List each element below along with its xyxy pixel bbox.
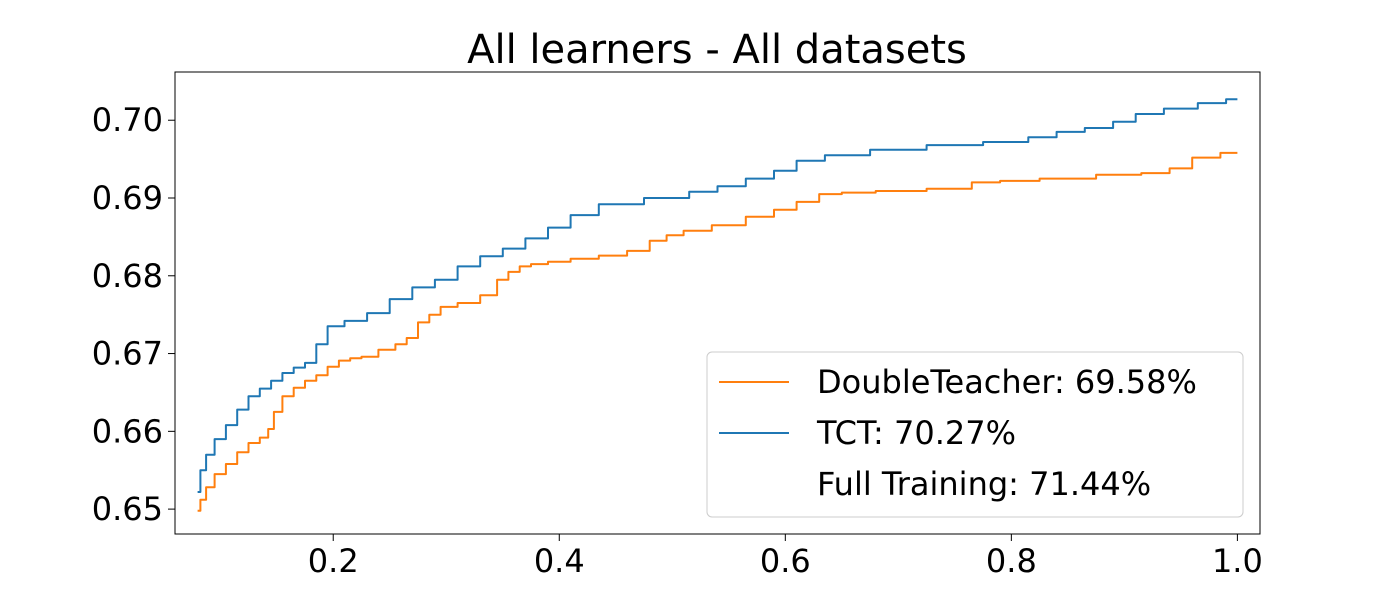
chart-title: All learners - All datasets [467, 27, 967, 73]
x-tick-label: 1.0 [1212, 542, 1263, 580]
y-tick-label: 0.68 [92, 257, 163, 295]
y-tick-label: 0.69 [92, 179, 163, 217]
doubleteacher-series-line [197, 151, 1238, 512]
x-tick-label: 0.8 [986, 542, 1037, 580]
y-axis: 0.65 0.66 0.67 0.68 0.69 0.70 [92, 101, 175, 528]
tct-legend-label: TCT: 70.27% [816, 414, 1016, 452]
x-tick-label: 0.6 [760, 542, 811, 580]
legend: DoubleTeacher: 69.58% TCT: 70.27% Full Tra… [706, 351, 1244, 518]
full-training-legend-label: Full Training: 71.44% [817, 465, 1151, 503]
y-tick-label: 0.70 [92, 101, 163, 139]
x-tick-label: 0.2 [308, 542, 359, 580]
tct-series-line [197, 98, 1238, 493]
y-tick-label: 0.67 [92, 335, 163, 373]
doubleteacher-legend-label: DoubleTeacher: 69.58% [817, 363, 1197, 401]
y-tick-label: 0.66 [92, 412, 163, 450]
y-tick-label: 0.65 [92, 490, 163, 528]
x-tick-label: 0.4 [534, 542, 585, 580]
plot-area-frame [174, 71, 1261, 535]
series-lines [197, 98, 1238, 512]
x-axis: 0.2 0.4 0.6 0.8 1.0 [308, 534, 1263, 580]
legend-box [706, 351, 1244, 518]
